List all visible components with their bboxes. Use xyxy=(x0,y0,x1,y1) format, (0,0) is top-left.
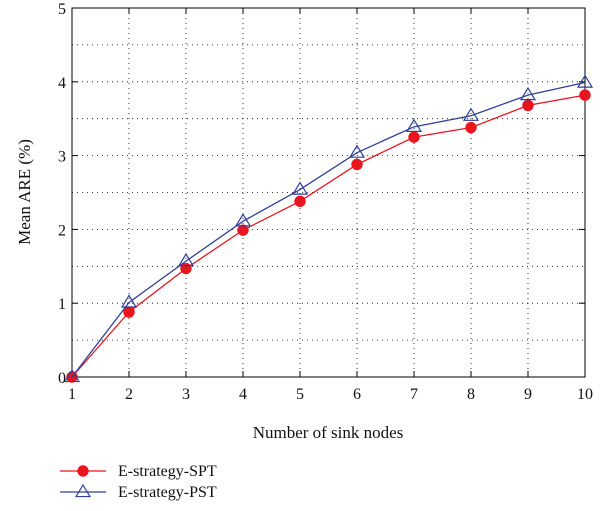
x-axis-label: Number of sink nodes xyxy=(253,423,404,442)
data-point xyxy=(579,89,591,101)
x-tick-label: 3 xyxy=(182,386,190,403)
legend-marker xyxy=(74,483,92,498)
data-point xyxy=(291,181,309,195)
series-layer xyxy=(63,74,594,383)
data-point xyxy=(177,252,195,267)
data-point xyxy=(462,107,480,121)
y-tick-label: 1 xyxy=(58,296,66,313)
x-tick-label: 1 xyxy=(68,386,76,403)
data-point xyxy=(351,158,363,171)
legend-label: E-strategy-SPT xyxy=(118,463,217,480)
y-tick-label: 4 xyxy=(58,75,66,92)
legend-item: E-strategy-SPT xyxy=(60,463,217,480)
data-point xyxy=(408,131,420,143)
plot-frame xyxy=(71,7,586,378)
data-point xyxy=(405,118,423,132)
x-tick-label: 10 xyxy=(577,386,593,403)
x-tick-label: 6 xyxy=(353,386,361,403)
grid-lines xyxy=(72,8,585,377)
y-tick-label: 3 xyxy=(58,149,66,166)
series-E-strategy-SPT xyxy=(66,89,591,383)
x-tick-label: 5 xyxy=(296,386,304,403)
legend: E-strategy-SPT E-strategy-PST xyxy=(60,463,217,501)
data-point xyxy=(123,306,135,318)
legend-item: E-strategy-PST xyxy=(60,483,217,501)
series-line xyxy=(71,81,586,378)
y-tick-label: 5 xyxy=(58,1,66,18)
data-point xyxy=(522,99,534,112)
data-point xyxy=(63,368,81,383)
series-line xyxy=(71,94,586,378)
x-tick-label: 8 xyxy=(467,386,475,403)
y-tick-label: 2 xyxy=(58,222,66,239)
x-tick-label: 2 xyxy=(125,386,133,403)
data-point xyxy=(348,144,366,158)
y-axis-label: Mean ARE (%) xyxy=(15,139,34,245)
x-tick-label: 4 xyxy=(239,386,247,403)
data-point xyxy=(465,121,477,134)
x-tick-label: 7 xyxy=(410,386,418,403)
data-point xyxy=(519,86,537,101)
data-point xyxy=(234,213,252,227)
legend-label: E-strategy-PST xyxy=(118,484,217,501)
data-point xyxy=(237,224,249,236)
x-tick-label: 9 xyxy=(524,386,532,403)
legend-marker xyxy=(77,465,89,477)
y-tick-label: 0 xyxy=(58,370,66,387)
data-point xyxy=(294,195,306,208)
data-point xyxy=(120,294,138,308)
series-E-strategy-PST xyxy=(63,74,594,383)
data-point xyxy=(576,74,594,88)
data-point xyxy=(180,262,192,275)
